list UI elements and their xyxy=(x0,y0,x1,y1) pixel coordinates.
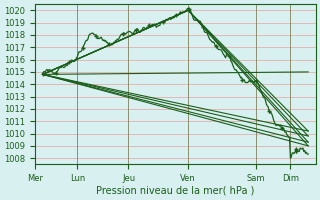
X-axis label: Pression niveau de la mer( hPa ): Pression niveau de la mer( hPa ) xyxy=(96,186,255,196)
